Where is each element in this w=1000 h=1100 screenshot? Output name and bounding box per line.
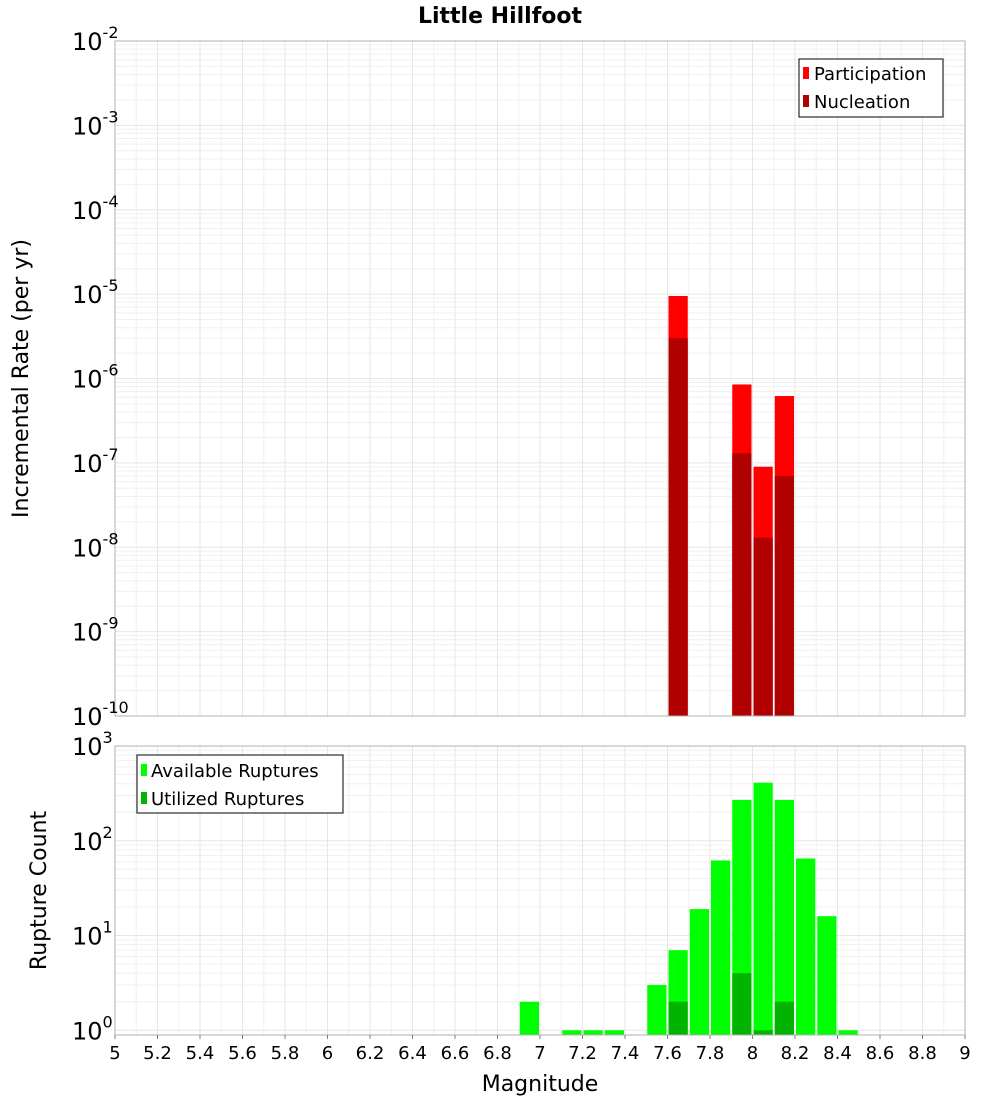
y-tick-label: 10-9 [72,614,119,647]
legend-nucleation-label: Nucleation [814,92,910,113]
nucleation-bar [668,338,688,716]
y-tick-label: 10-5 [72,276,119,309]
x-tick-label: 8.2 [781,1043,810,1064]
chart-title: Little Hillfoot [418,4,583,29]
top-plot-frame [114,40,966,717]
available-ruptures-bar [604,1030,624,1035]
y-tick-label: 10-2 [72,23,119,56]
nucleation-bar [753,537,773,716]
available-ruptures-bar [711,860,731,1035]
x-tick-label: 8.8 [908,1043,937,1064]
available-ruptures-bar [774,799,794,1035]
legend-available-swatch [141,764,147,776]
bottom-plot-area: 100 101 102 103 5 5.2 5.4 5.6 5.8 6 6.2 6.4 6.6 6.8 7 7… [72,728,971,1064]
top-legend: Participation Nucleation [798,58,944,118]
bottom-legend: Available Ruptures Utilized Ruptures [136,754,344,814]
x-tick-label: 7.8 [696,1043,725,1064]
y-tick-label: 103 [72,728,113,761]
available-ruptures-bar [753,782,773,1035]
top-y-axis-label: Incremental Rate (per yr) [9,239,34,518]
available-ruptures-bar [817,916,837,1035]
y-tick-label: 10-8 [72,529,119,562]
nucleation-bar [732,453,752,716]
x-axis-label: Magnitude [482,1072,599,1097]
x-tick-label: 6 [322,1043,333,1064]
y-tick-label: 100 [72,1012,113,1045]
y-tick-label: 101 [72,918,113,951]
x-tick-label: 7.2 [568,1043,597,1064]
legend-nucleation-swatch [803,95,809,107]
x-tick-label: 5.8 [271,1043,300,1064]
x-tick-label: 9 [959,1043,970,1064]
y-tick-label: 10-3 [72,107,119,140]
available-ruptures-bar [647,985,667,1035]
x-tick-label: 7.6 [653,1043,682,1064]
available-ruptures-bar [562,1030,582,1035]
x-tick-label: 5.6 [228,1043,257,1064]
utilized-ruptures-bar [668,1001,688,1035]
x-tick-label: 6.2 [356,1043,385,1064]
available-ruptures-bar [583,1030,603,1035]
x-tick-label: 5.2 [143,1043,172,1064]
legend-participation-swatch [803,67,809,79]
legend-utilized-label: Utilized Ruptures [151,789,304,810]
bottom-y-axis-label: Rupture Count [27,811,52,971]
x-tick-label: 6.8 [483,1043,512,1064]
legend-participation-label: Participation [814,64,926,85]
utilized-ruptures-bar [774,1001,794,1035]
available-ruptures-bar [796,858,816,1035]
legend-utilized-swatch [141,792,147,804]
y-tick-label: 10-6 [72,361,119,394]
x-tick-label: 7 [534,1043,545,1064]
y-tick-label: 102 [72,823,113,856]
available-ruptures-bar [838,1030,858,1035]
utilized-ruptures-bar [753,1030,773,1035]
y-tick-label: 10-4 [72,192,119,225]
x-tick-label: 8 [747,1043,758,1064]
utilized-ruptures-bar [732,973,752,1035]
available-ruptures-bar [519,1001,539,1035]
x-tick-label: 5.4 [186,1043,215,1064]
legend-available-label: Available Ruptures [151,761,319,782]
y-tick-label: 10-7 [72,445,119,478]
y-tick-label: 10-10 [72,698,129,731]
top-plot-area: 10-10 10-9 10-8 10-7 10-6 10-5 10-4 10-3 10-2 [72,23,966,731]
x-tick-label: 8.6 [866,1043,895,1064]
x-tick-label: 6.6 [441,1043,470,1064]
x-tick-label: 5 [109,1043,120,1064]
nucleation-bar [774,475,794,716]
available-ruptures-bar [689,909,709,1035]
x-tick-label: 7.4 [611,1043,640,1064]
x-tick-label: 8.4 [823,1043,852,1064]
x-tick-label: 6.4 [398,1043,427,1064]
